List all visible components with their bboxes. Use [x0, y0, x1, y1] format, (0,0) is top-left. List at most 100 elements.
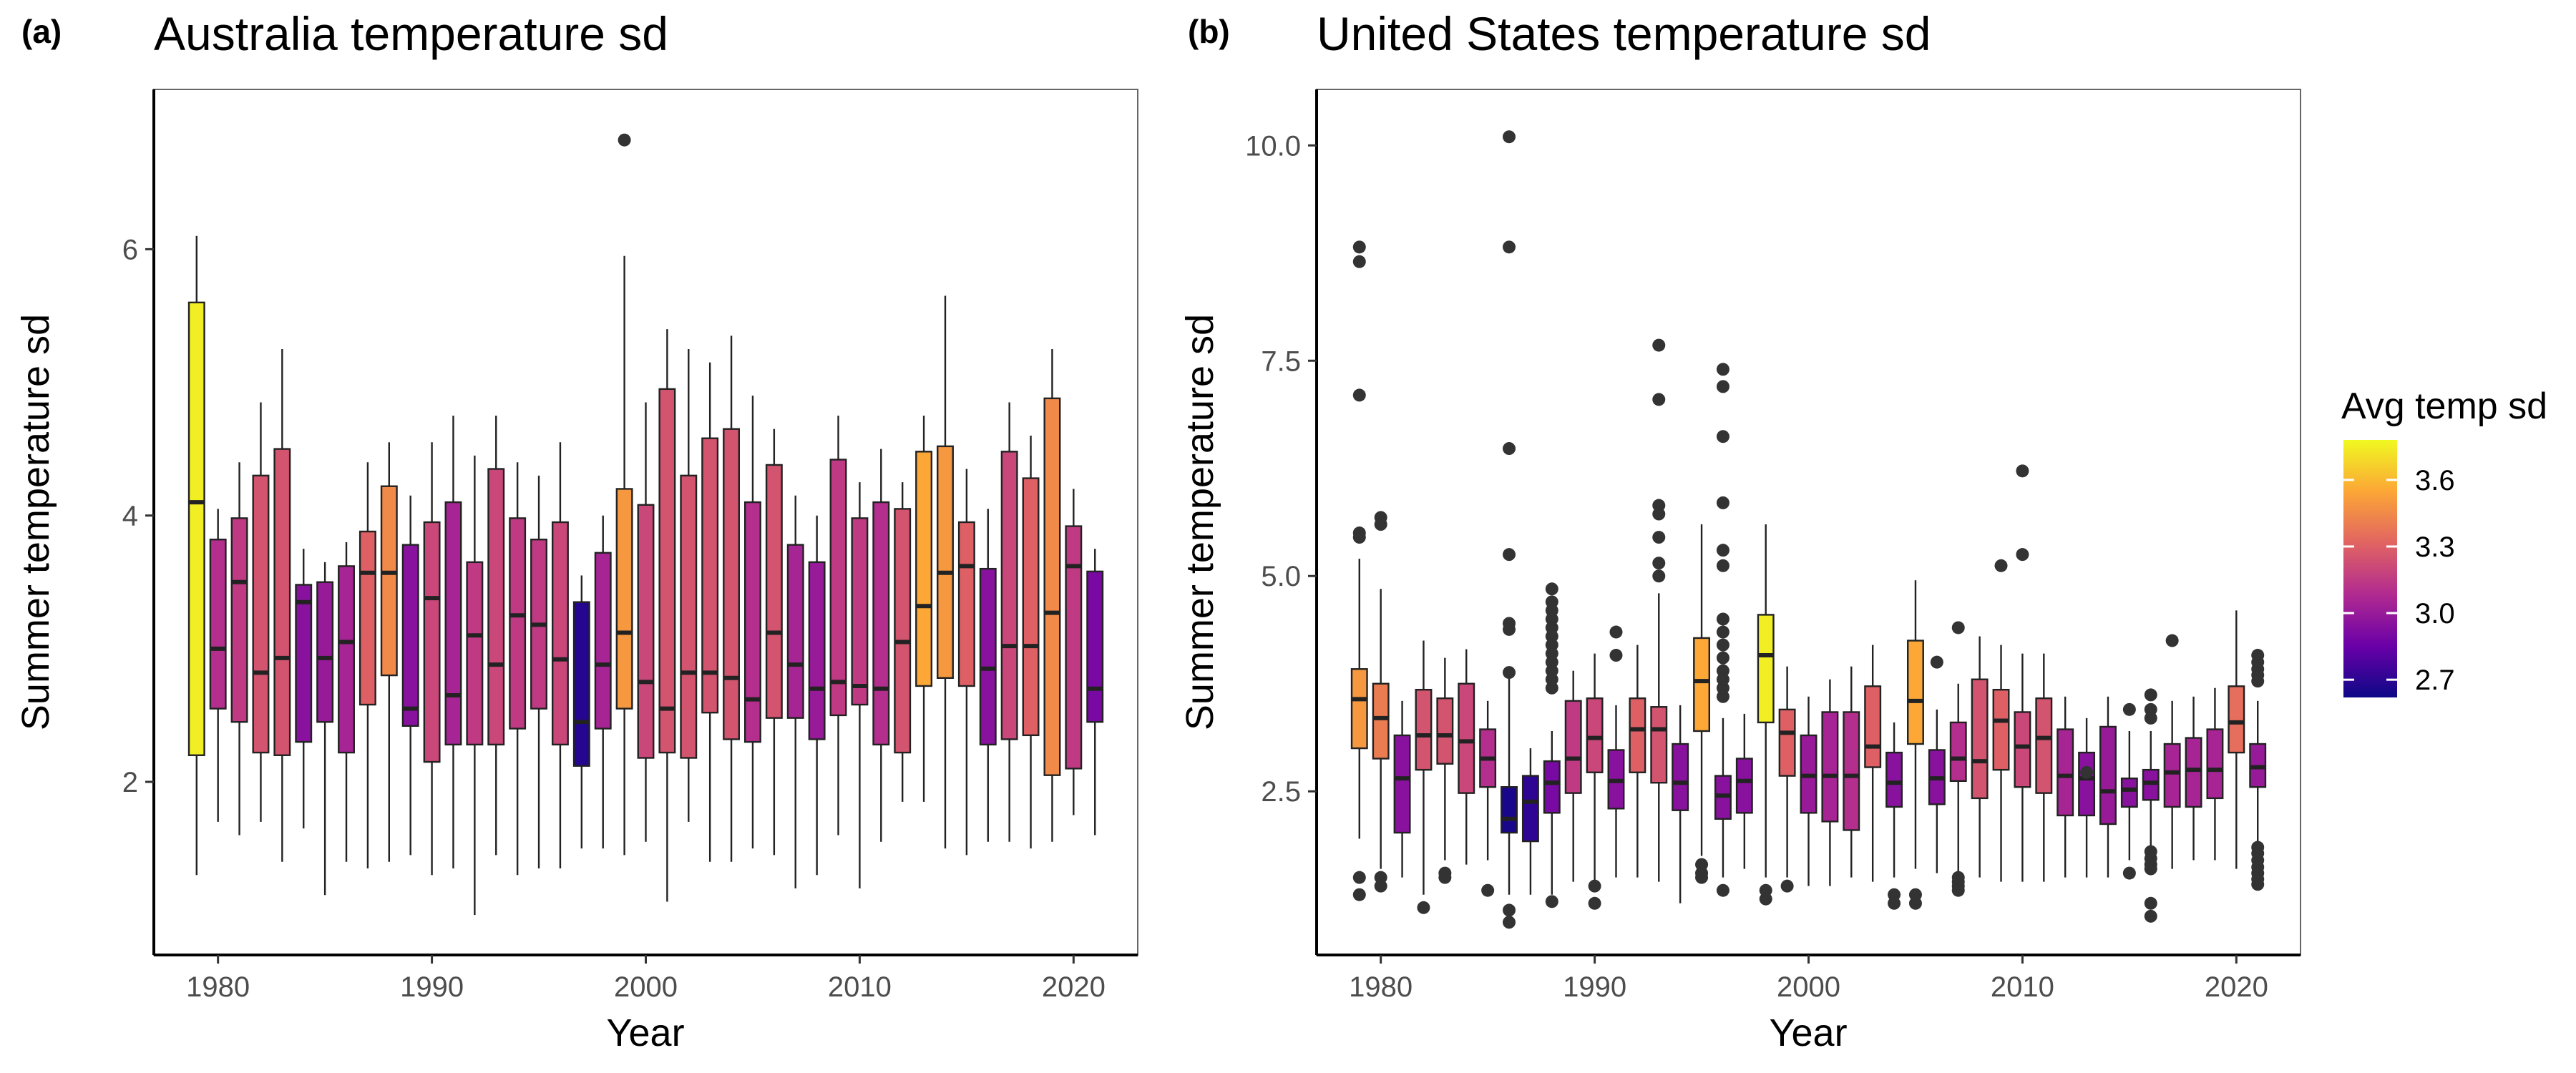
box-iqr [851, 517, 869, 706]
box-united-states-1998 [1757, 524, 1775, 906]
box-iqr [1864, 685, 1882, 768]
box-united-states-1989 [1564, 670, 1582, 882]
box-iqr [1458, 682, 1475, 794]
outlier-point [1374, 518, 1387, 531]
box-australia-2014 [937, 295, 954, 849]
x-tick-label: 1980 [1349, 971, 1413, 1003]
box-iqr [786, 544, 804, 719]
box-australia-2004 [723, 335, 741, 862]
outlier-point [1716, 612, 1729, 626]
outlier-point [1588, 879, 1601, 893]
box-united-states-2012 [2057, 696, 2074, 878]
x-tick-label: 2010 [1991, 971, 2054, 1003]
box-united-states-1997 [1735, 713, 1753, 869]
box-united-states-2000 [1800, 696, 1818, 886]
box-united-states-1985 [1479, 700, 1497, 897]
box-iqr [979, 567, 997, 746]
box-iqr [2120, 777, 2138, 808]
box-iqr [937, 445, 954, 680]
outlier-point [1352, 531, 1366, 544]
box-australia-1988 [380, 442, 398, 862]
box-united-states-2001 [1821, 679, 1839, 886]
box-australia-1996 [551, 442, 569, 868]
outlier-point [1352, 255, 1366, 268]
box-united-states-1982 [1415, 640, 1433, 914]
box-iqr [637, 504, 655, 759]
outlier-point [2144, 862, 2157, 876]
box-iqr [187, 301, 205, 756]
box-iqr [509, 517, 527, 730]
x-axis-label-united-states: Year [1769, 1011, 1847, 1054]
box-united-states-1987 [1521, 748, 1539, 895]
box-iqr [1436, 697, 1454, 765]
box-iqr [316, 581, 334, 723]
box-iqr [295, 584, 313, 743]
box-iqr [765, 464, 783, 719]
box-australia-1984 [295, 549, 313, 829]
box-iqr [1543, 760, 1561, 814]
outlier-point [1695, 871, 1709, 884]
outlier-point [1652, 569, 1666, 583]
outlier-point [1503, 903, 1516, 917]
outlier-point [1759, 892, 1772, 906]
box-iqr [1000, 451, 1018, 740]
box-united-states-2017 [2163, 634, 2181, 869]
outlier-point [1352, 888, 1366, 901]
box-united-states-1992 [1629, 645, 1646, 878]
box-australia-1995 [530, 475, 548, 868]
y-tick-label: 5.0 [1261, 561, 1301, 592]
box-australia-1980 [209, 509, 227, 822]
box-australia-1981 [230, 462, 248, 836]
box-iqr [1521, 775, 1539, 843]
chart-title-australia: Australia temperature sd [154, 7, 668, 60]
outlier-point [1930, 655, 1943, 669]
x-tick-label: 2010 [828, 971, 892, 1003]
box-australia-2005 [743, 396, 761, 849]
legend-title: Avg temp sd [2341, 386, 2547, 427]
outlier-point [1716, 430, 1729, 444]
outlier-point [1716, 496, 1729, 509]
box-united-states-1980 [1372, 511, 1390, 893]
box-australia-1998 [594, 515, 612, 849]
box-iqr [1949, 721, 1967, 782]
box-australia-2008 [808, 515, 826, 876]
y-tick-label: 2 [122, 767, 138, 798]
outlier-point [1716, 544, 1729, 557]
box-australia-2018 [1022, 436, 1040, 849]
outlier-point [1352, 871, 1366, 884]
x-tick-label: 2020 [1042, 971, 1106, 1003]
box-iqr [1629, 697, 1646, 773]
box-iqr [1778, 708, 1796, 777]
box-united-states-2005 [1906, 580, 1924, 910]
box-iqr [1906, 640, 1924, 745]
outlier-point [618, 133, 631, 147]
outlier-point [1716, 559, 1729, 572]
outlier-point [1503, 666, 1516, 680]
box-iqr [380, 485, 398, 677]
box-united-states-1995 [1693, 524, 1711, 884]
box-iqr [1672, 743, 1689, 811]
legend-tick-label: 3.6 [2415, 465, 2455, 496]
box-iqr [2099, 725, 2117, 825]
box-iqr [1757, 614, 1775, 724]
box-iqr [2057, 728, 2074, 817]
panel-australia: (a) Australia temperature sd 1980 1990 200… [14, 7, 1138, 1054]
outlier-point [1503, 622, 1516, 636]
box-iqr [2078, 751, 2096, 817]
outlier-point [1716, 625, 1729, 639]
box-united-states-1990 [1586, 653, 1604, 910]
outlier-point [1716, 638, 1729, 652]
box-united-states-2006 [1928, 655, 1946, 873]
box-australia-2006 [765, 428, 783, 856]
box-iqr [957, 521, 975, 687]
box-united-states-1983 [1436, 657, 1454, 884]
outlier-point [2251, 878, 2265, 891]
box-united-states-2002 [1843, 666, 1860, 878]
box-united-states-2013 [2078, 717, 2096, 878]
box-united-states-1984 [1458, 649, 1475, 865]
box-iqr [1065, 525, 1083, 770]
box-iqr [1843, 711, 1860, 831]
y-tick-label: 10.0 [1245, 130, 1301, 162]
box-australia-1990 [423, 442, 441, 876]
outlier-point [1994, 559, 2008, 572]
